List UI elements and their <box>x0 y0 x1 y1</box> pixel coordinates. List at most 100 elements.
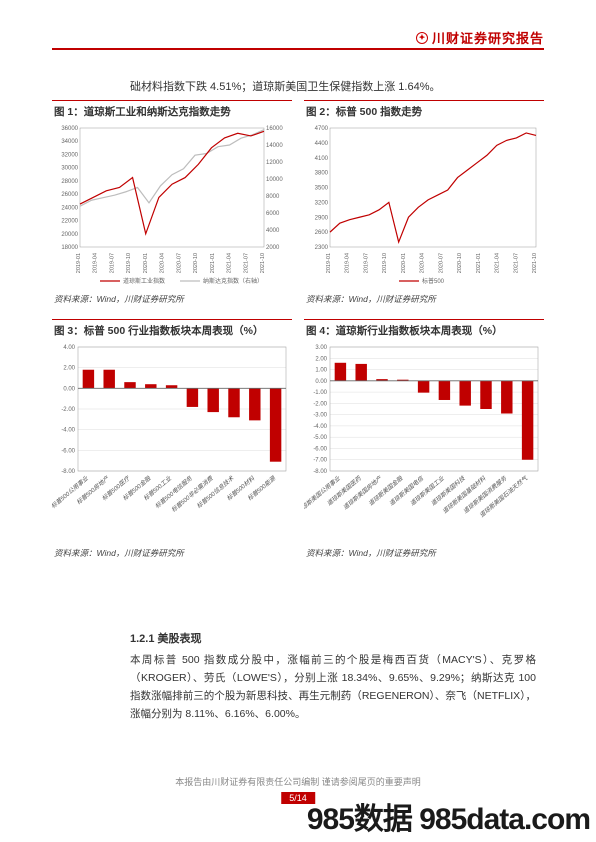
svg-text:2019-10: 2019-10 <box>382 253 388 273</box>
svg-text:-8.00: -8.00 <box>61 469 75 475</box>
svg-text:2021-07: 2021-07 <box>513 253 519 273</box>
svg-text:26000: 26000 <box>61 192 78 198</box>
svg-text:1.00: 1.00 <box>315 368 327 374</box>
svg-text:-4.00: -4.00 <box>313 424 327 430</box>
svg-text:道琼斯美国科技: 道琼斯美国科技 <box>429 474 467 508</box>
svg-text:道琼斯工业指数: 道琼斯工业指数 <box>123 277 165 285</box>
chart1-title: 图 1：道琼斯工业和纳斯达克指数走势 <box>52 100 292 122</box>
chart4-source: 资料来源：Wind，川财证券研究所 <box>304 544 544 565</box>
svg-text:-3.00: -3.00 <box>313 413 327 419</box>
svg-text:2.00: 2.00 <box>315 356 327 362</box>
svg-text:2020-01: 2020-01 <box>401 253 407 273</box>
chart3-svg: -8.00 -6.00 -4.00 -2.00 0.00 2.00 4.00 标普500公用事… <box>52 341 292 541</box>
svg-text:-4.00: -4.00 <box>61 428 75 434</box>
svg-text:标普500信息技术: 标普500信息技术 <box>195 474 236 510</box>
intro-text: 础材料指数下跌 4.51%；道琼斯美国卫生保健指数上涨 1.64%。 <box>130 78 441 94</box>
svg-text:-6.00: -6.00 <box>61 448 75 454</box>
svg-text:10000: 10000 <box>266 177 283 183</box>
svg-text:32000: 32000 <box>61 152 78 158</box>
svg-text:-2.00: -2.00 <box>61 407 75 413</box>
svg-text:2021-10: 2021-10 <box>260 253 266 273</box>
svg-text:2019-07: 2019-07 <box>109 253 115 273</box>
header-divider <box>52 48 544 50</box>
svg-text:4.00: 4.00 <box>63 345 75 351</box>
chart-row-2: 图 3：标普 500 行业指数板块本周表现（%） -8.00 -6.00 -4.00… <box>52 319 544 565</box>
svg-text:3500: 3500 <box>315 186 329 192</box>
chart2-source: 资料来源：Wind，川财证券研究所 <box>304 290 544 311</box>
chart4-box: -8.00-7.00-6.00-5.00-4.00-3.00-2.00-1.00… <box>304 341 544 544</box>
svg-text:-6.00: -6.00 <box>313 446 327 452</box>
svg-text:2020-10: 2020-10 <box>457 253 463 273</box>
svg-text:2021-04: 2021-04 <box>227 253 233 273</box>
chart4-title: 图 4：道琼斯行业指数板块本周表现（%） <box>304 319 544 341</box>
svg-text:道琼斯美国工业: 道琼斯美国工业 <box>408 474 446 508</box>
svg-text:2000: 2000 <box>266 245 280 251</box>
svg-text:16000: 16000 <box>266 126 283 132</box>
chart2-cell: 图 2：标普 500 指数走势 230026002900320035003800… <box>304 100 544 311</box>
report-header: ✦ 川财证券研究报告 <box>416 28 544 47</box>
svg-text:道琼斯美国医药: 道琼斯美国医药 <box>325 474 363 508</box>
svg-text:4100: 4100 <box>315 156 329 162</box>
svg-text:2600: 2600 <box>315 230 329 236</box>
footer-note: 本报告由川财证券有限责任公司编制 谨请参阅尾页的重要声明 <box>0 775 596 788</box>
svg-text:36000: 36000 <box>61 126 78 132</box>
svg-text:2020-07: 2020-07 <box>176 253 182 273</box>
svg-text:34000: 34000 <box>61 139 78 145</box>
svg-text:-7.00: -7.00 <box>313 458 327 464</box>
svg-text:3200: 3200 <box>315 200 329 206</box>
chart1-source: 资料来源：Wind，川财证券研究所 <box>52 290 292 311</box>
svg-text:24000: 24000 <box>61 205 78 211</box>
svg-text:2021-01: 2021-01 <box>210 253 216 273</box>
svg-text:标普500: 标普500 <box>422 277 445 285</box>
chart1-box: 18000 20000 22000 24000 26000 28000 30000 32000… <box>52 122 292 290</box>
chart2-title: 图 2：标普 500 指数走势 <box>304 100 544 122</box>
charts-grid: 图 1：道琼斯工业和纳斯达克指数走势 18000 20000 22000 24000 2… <box>52 100 544 573</box>
svg-text:6000: 6000 <box>266 211 280 217</box>
chart2-svg: 2300260029003200350038004100440047002019… <box>304 122 544 287</box>
chart3-title: 图 3：标普 500 行业指数板块本周表现（%） <box>52 319 292 341</box>
svg-text:2021-07: 2021-07 <box>243 253 249 273</box>
chart2-box: 2300260029003200350038004100440047002019… <box>304 122 544 290</box>
svg-text:4000: 4000 <box>266 228 280 234</box>
watermark: 985数据 985data.com <box>307 794 590 838</box>
svg-text:2300: 2300 <box>315 245 329 251</box>
brand-text: 川财证券研究报告 <box>432 28 544 47</box>
svg-text:3.00: 3.00 <box>315 345 327 351</box>
svg-text:-1.00: -1.00 <box>313 390 327 396</box>
svg-text:18000: 18000 <box>61 245 78 251</box>
chart3-source: 资料来源：Wind，川财证券研究所 <box>52 544 292 565</box>
svg-text:2900: 2900 <box>315 215 329 221</box>
svg-text:纳斯达克指数（右轴）: 纳斯达克指数（右轴） <box>203 277 263 285</box>
svg-text:8000: 8000 <box>266 194 280 200</box>
svg-text:2019-07: 2019-07 <box>363 253 369 273</box>
svg-text:标普500电信服务: 标普500电信服务 <box>153 474 194 510</box>
svg-text:0.00: 0.00 <box>63 386 75 392</box>
svg-text:-8.00: -8.00 <box>313 469 327 475</box>
svg-text:2021-04: 2021-04 <box>495 253 501 273</box>
svg-text:2020-04: 2020-04 <box>420 253 426 273</box>
svg-text:2020-01: 2020-01 <box>143 253 149 273</box>
svg-text:标普500公用事业: 标普500公用事业 <box>52 474 90 510</box>
svg-text:-5.00: -5.00 <box>313 435 327 441</box>
svg-text:4400: 4400 <box>315 141 329 147</box>
svg-text:22000: 22000 <box>61 219 78 225</box>
chart1-cell: 图 1：道琼斯工业和纳斯达克指数走势 18000 20000 22000 24000 2… <box>52 100 292 311</box>
svg-text:2.00: 2.00 <box>63 366 75 372</box>
chart1-svg: 18000 20000 22000 24000 26000 28000 30000 32000… <box>52 122 292 287</box>
brand-icon: ✦ <box>416 32 428 44</box>
chart4-svg: -8.00-7.00-6.00-5.00-4.00-3.00-2.00-1.00… <box>304 341 544 541</box>
section-heading: 1.2.1 美股表现 <box>130 630 202 646</box>
svg-text:20000: 20000 <box>61 232 78 238</box>
svg-text:2020-10: 2020-10 <box>193 253 199 273</box>
svg-text:2019-01: 2019-01 <box>76 253 82 273</box>
svg-text:12000: 12000 <box>266 160 283 166</box>
chart-row-1: 图 1：道琼斯工业和纳斯达克指数走势 18000 20000 22000 24000 2… <box>52 100 544 311</box>
svg-text:30000: 30000 <box>61 166 78 172</box>
svg-text:道琼斯美国电信: 道琼斯美国电信 <box>388 474 426 508</box>
svg-text:2021-01: 2021-01 <box>476 253 482 273</box>
svg-text:2019-04: 2019-04 <box>93 253 99 273</box>
svg-text:28000: 28000 <box>61 179 78 185</box>
section-paragraph: 本周标普 500 指数成分股中，涨幅前三的个股是梅西百货（MACY'S）、克罗格… <box>130 652 536 723</box>
chart3-cell: 图 3：标普 500 行业指数板块本周表现（%） -8.00 -6.00 -4.00… <box>52 319 292 565</box>
svg-text:2019-10: 2019-10 <box>126 253 132 273</box>
